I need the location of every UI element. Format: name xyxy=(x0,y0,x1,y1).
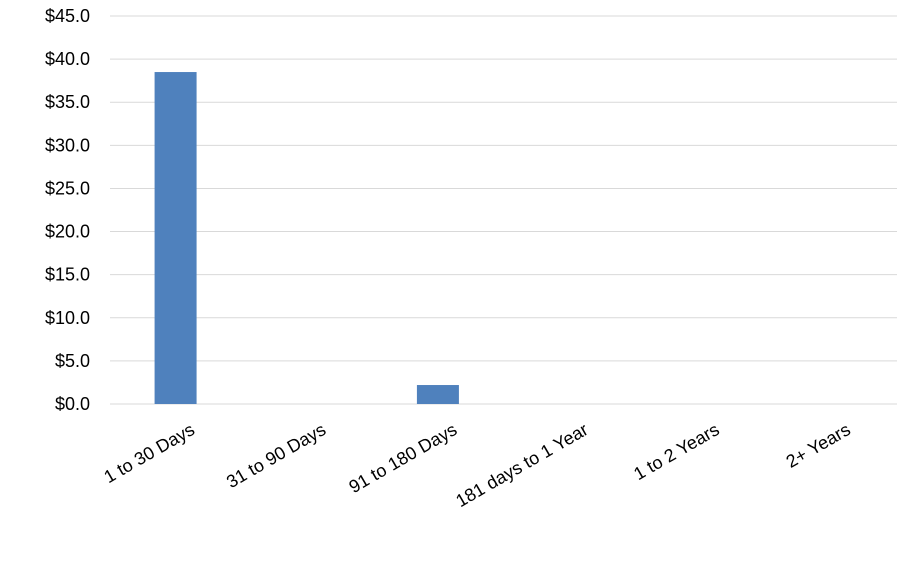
y-tick-label: $5.0 xyxy=(55,351,90,371)
y-axis-tick-labels: $0.0 $5.0 $10.0 $15.0 $20.0 $25.0 $30.0 $35.0 $4… xyxy=(45,6,90,414)
x-tick-label: 181 days to 1 Year xyxy=(452,419,591,511)
y-tick-label: $25.0 xyxy=(45,178,90,198)
bars xyxy=(154,72,459,405)
y-tick-label: $40.0 xyxy=(45,49,90,69)
y-tick-label: $20.0 xyxy=(45,222,90,242)
x-tick-label: 31 to 90 Days xyxy=(223,419,329,492)
y-tick-label: $10.0 xyxy=(45,308,90,328)
x-tick-label: 91 to 180 Days xyxy=(345,419,460,497)
bar xyxy=(154,72,197,405)
y-tick-label: $0.0 xyxy=(55,394,90,414)
x-tick-label: 1 to 2 Years xyxy=(630,419,722,484)
x-tick-label: 2+ Years xyxy=(783,419,854,472)
gridlines xyxy=(110,15,897,405)
y-tick-label: $45.0 xyxy=(45,6,90,26)
y-tick-label: $35.0 xyxy=(45,92,90,112)
bar xyxy=(416,385,459,404)
y-tick-label: $30.0 xyxy=(45,135,90,155)
x-tick-label: 1 to 30 Days xyxy=(100,419,198,487)
x-axis-tick-labels: 1 to 30 Days 31 to 90 Days 91 to 180 Days1… xyxy=(100,419,853,511)
y-tick-label: $15.0 xyxy=(45,265,90,285)
